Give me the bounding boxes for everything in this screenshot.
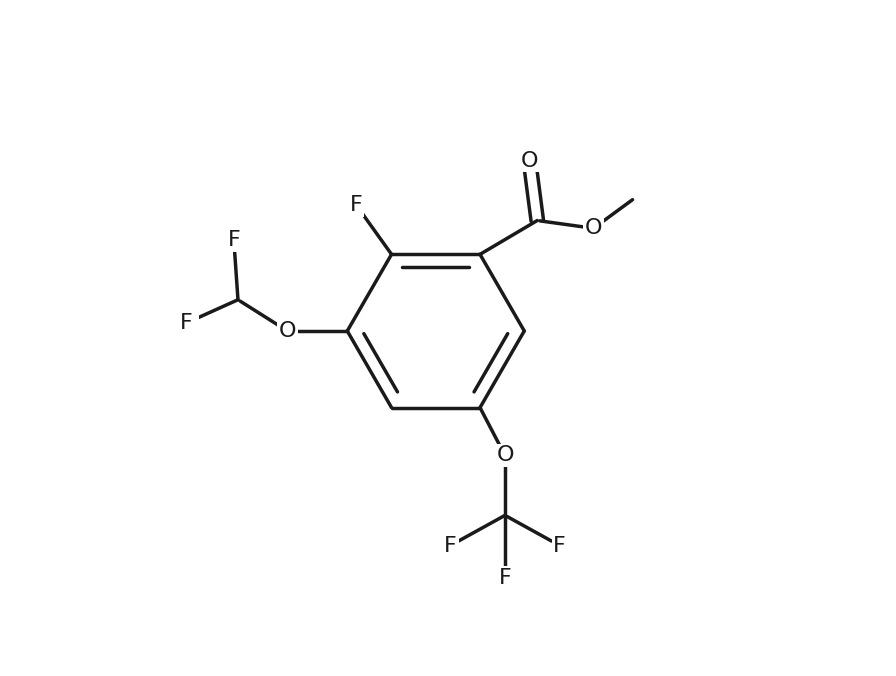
- Text: O: O: [521, 151, 538, 170]
- Text: F: F: [179, 313, 193, 333]
- Text: O: O: [585, 218, 602, 239]
- Text: F: F: [499, 568, 512, 588]
- Text: O: O: [496, 445, 513, 466]
- Text: F: F: [554, 535, 566, 556]
- Text: F: F: [349, 195, 363, 215]
- Text: O: O: [279, 321, 297, 341]
- Text: F: F: [444, 535, 457, 556]
- Text: F: F: [228, 230, 240, 250]
